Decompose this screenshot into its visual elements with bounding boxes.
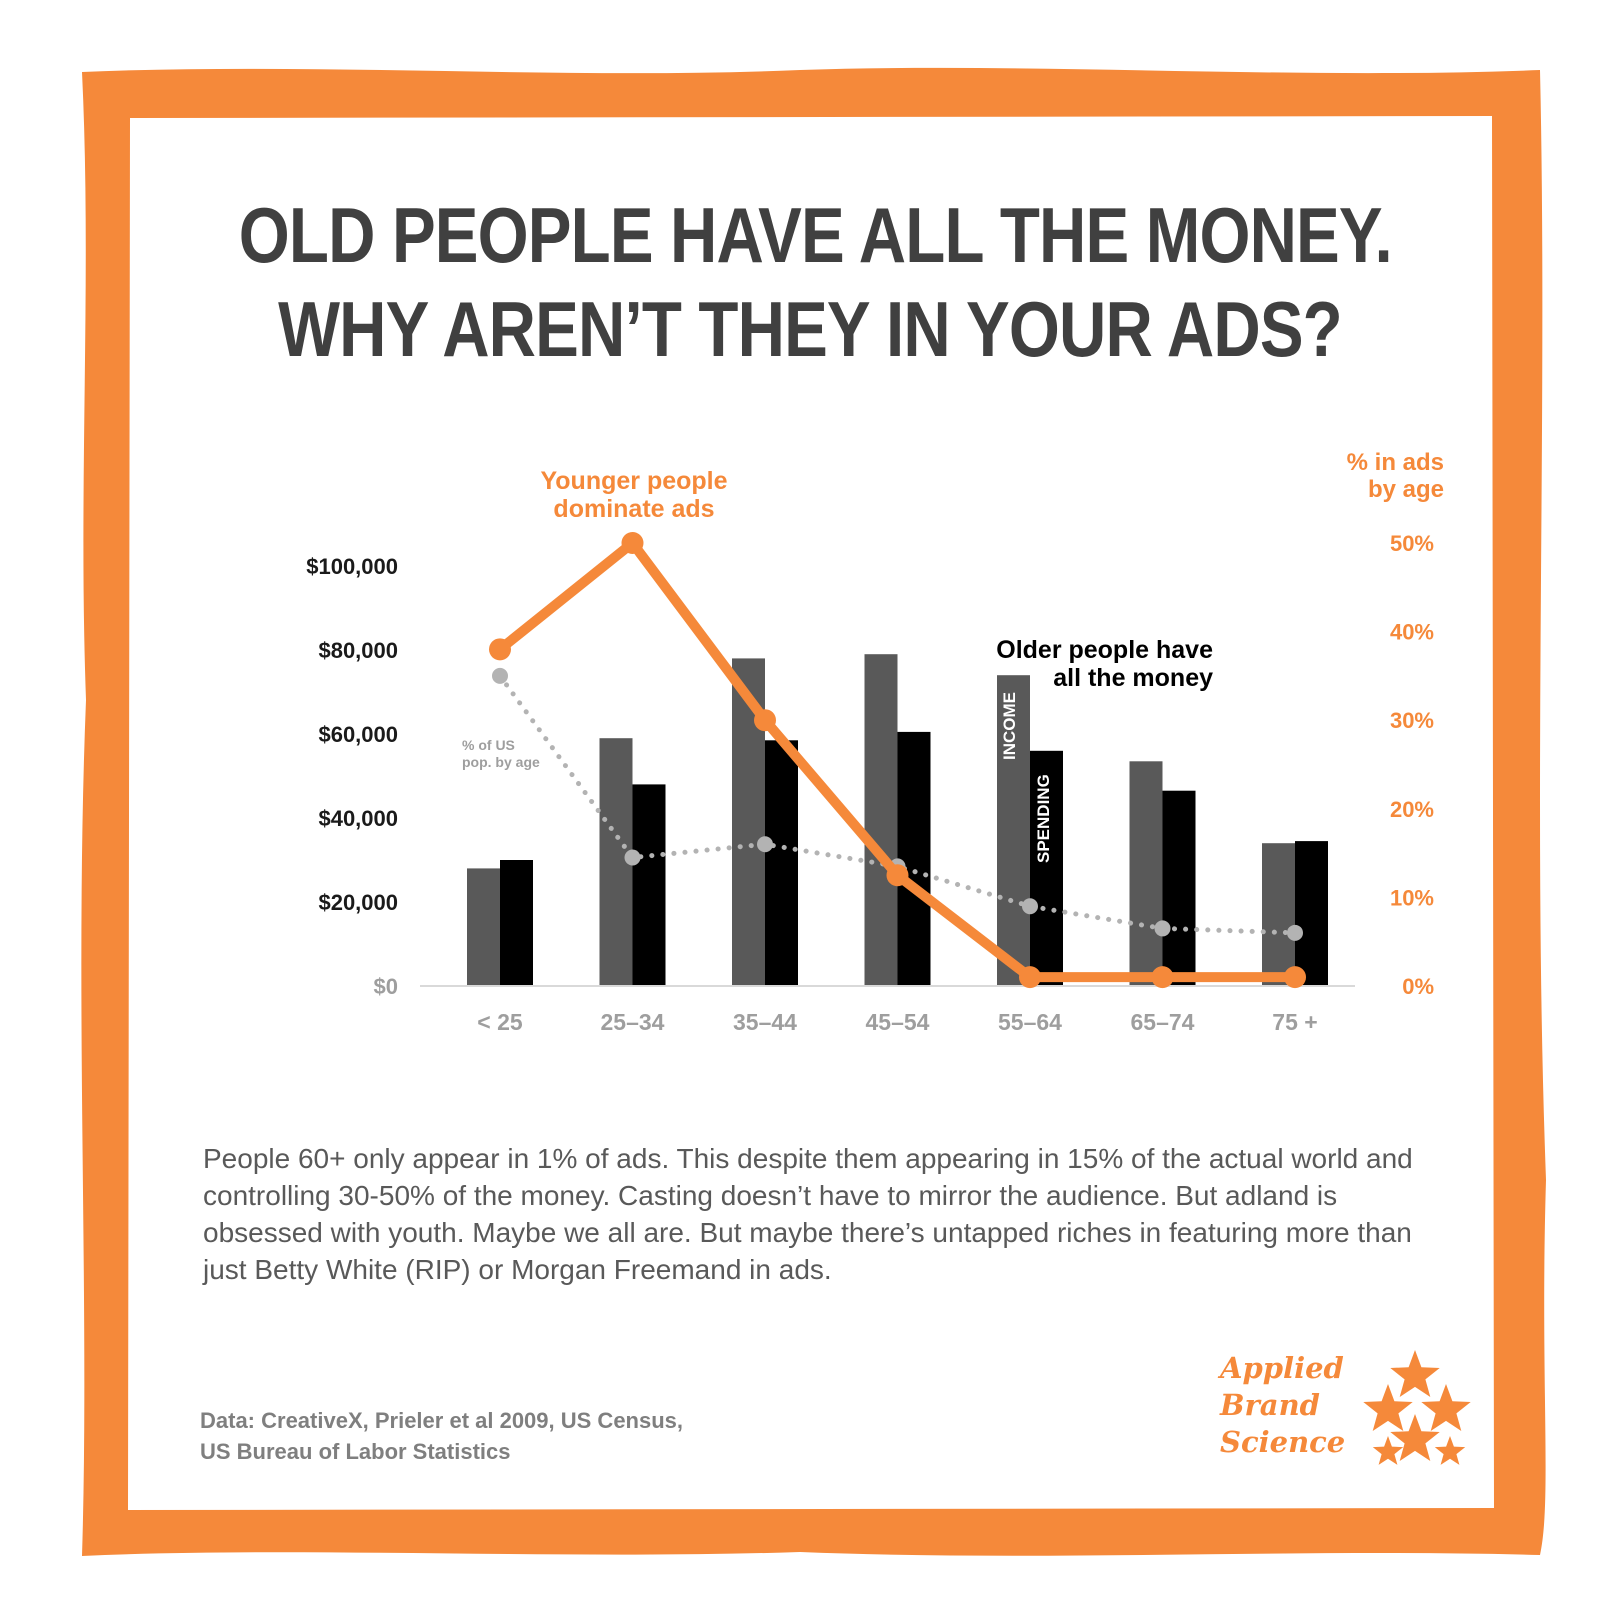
old-annotation-line-2: all the money — [1053, 664, 1213, 692]
spending-bar-25-34 — [632, 784, 666, 986]
spending-bar-label: SPENDING — [1034, 774, 1053, 863]
brand-logo: Applied Brand Science — [1220, 1350, 1480, 1480]
page-title: OLD PEOPLE HAVE ALL THE MONEY. WHY AREN’… — [238, 188, 1393, 376]
left-axis-tick: $100,000 — [306, 554, 398, 579]
left-axis-tick: $20,000 — [318, 890, 398, 915]
pop-annotation-line-1: % of US — [462, 737, 515, 753]
data-source: Data: CreativeX, Prieler et al 2009, US … — [200, 1405, 683, 1467]
stars-icon — [1363, 1350, 1471, 1465]
ads-point-25 — [489, 638, 511, 661]
ads-point-65-74 — [1151, 966, 1174, 989]
star-shape — [1363, 1384, 1413, 1431]
title-line-1: OLD PEOPLE HAVE ALL THE MONEY. — [238, 191, 1393, 279]
ads-point-25-34 — [621, 532, 644, 554]
left-axis-tick: $0 — [374, 974, 398, 999]
source-line-1: Data: CreativeX, Prieler et al 2009, US … — [200, 1408, 684, 1433]
ads-point-45-54 — [886, 864, 909, 887]
population-point-55-64 — [1022, 898, 1038, 915]
right-axis-title-line-2: by age — [1368, 476, 1444, 503]
source-line-2: US Bureau of Labor Statistics — [200, 1439, 511, 1464]
x-axis-label: 25–34 — [601, 1009, 665, 1035]
spending-bar-75 — [1295, 841, 1328, 986]
x-axis-label: 55–64 — [998, 1009, 1062, 1035]
right-axis-tick: 50% — [1390, 531, 1434, 556]
star-shape — [1421, 1384, 1471, 1431]
star-shape — [1434, 1436, 1466, 1465]
population-point-25-34 — [624, 849, 641, 866]
ads-point-55-64 — [1019, 966, 1041, 989]
bars-group — [467, 654, 1328, 986]
title-line-2: WHY AREN’T THEY IN YOUR ADS? — [278, 285, 1343, 373]
income-bar-75 — [1262, 843, 1295, 986]
logo-wordmark: Applied Brand Science — [1220, 1350, 1345, 1461]
ads-point-75 — [1284, 966, 1306, 989]
left-axis-tick: $60,000 — [318, 722, 398, 747]
income-bar-label: INCOME — [1000, 692, 1019, 760]
spending-bar-65-74 — [1162, 790, 1196, 986]
spending-bar-25 — [500, 860, 533, 986]
spending-bar-45-54 — [897, 731, 931, 986]
logo-line-1: Applied — [1220, 1351, 1344, 1385]
spending-bar-35-44 — [765, 740, 798, 986]
logo-line-2: Brand — [1220, 1388, 1320, 1422]
body-paragraph: People 60+ only appear in 1% of ads. Thi… — [203, 1143, 1413, 1285]
income-bar-25 — [467, 868, 500, 986]
young-annotation-line-2: dominate ads — [553, 495, 714, 523]
right-axis-tick: 20% — [1390, 797, 1434, 822]
star-shape — [1372, 1436, 1404, 1465]
right-axis-tick: 40% — [1390, 620, 1434, 645]
income-bar-45-54 — [864, 654, 898, 986]
population-point-25 — [492, 667, 508, 684]
ads-line-group — [489, 532, 1306, 989]
right-axis-title-line-1: % in ads — [1347, 449, 1444, 476]
x-axis-label: 45–54 — [866, 1009, 930, 1035]
ads-point-35-44 — [754, 709, 776, 732]
population-point-65-74 — [1154, 920, 1171, 937]
left-axis-tick: $40,000 — [318, 806, 398, 831]
income-spending-ads-chart: $0 $20,000 $40,000 $60,000 $80,000 $100,000 0… — [306, 449, 1444, 1035]
young-annotation-line-1: Younger people — [540, 467, 727, 495]
population-point-35-44 — [757, 836, 773, 853]
left-axis-ticks: $0 $20,000 $40,000 $60,000 $80,000 $100,000 — [306, 554, 398, 999]
left-axis-tick: $80,000 — [318, 638, 398, 663]
spending-bar-55-64 — [1030, 750, 1063, 986]
right-axis-tick: 10% — [1390, 885, 1434, 910]
x-axis-label: 75 + — [1272, 1009, 1317, 1035]
right-axis-tick: 0% — [1402, 974, 1434, 999]
income-bar-55-64 — [997, 675, 1030, 986]
income-bar-65-74 — [1129, 761, 1163, 986]
population-point-75 — [1287, 924, 1303, 941]
x-axis-label: 35–44 — [733, 1009, 797, 1035]
old-annotation-line-1: Older people have — [996, 636, 1213, 664]
right-axis-tick: 30% — [1390, 708, 1434, 733]
star-shape — [1390, 1414, 1440, 1461]
x-axis-ticks: < 25 25–34 35–44 45–54 55–64 65–74 75 + — [477, 1009, 1317, 1035]
x-axis-label: 65–74 — [1131, 1009, 1195, 1035]
logo-line-3: Science — [1220, 1425, 1346, 1459]
x-axis-label: < 25 — [477, 1009, 523, 1035]
right-axis-ticks: 0% 10% 20% 30% 40% 50% — [1390, 531, 1434, 999]
pop-annotation-line-2: pop. by age — [462, 754, 540, 770]
star-shape — [1390, 1350, 1440, 1397]
